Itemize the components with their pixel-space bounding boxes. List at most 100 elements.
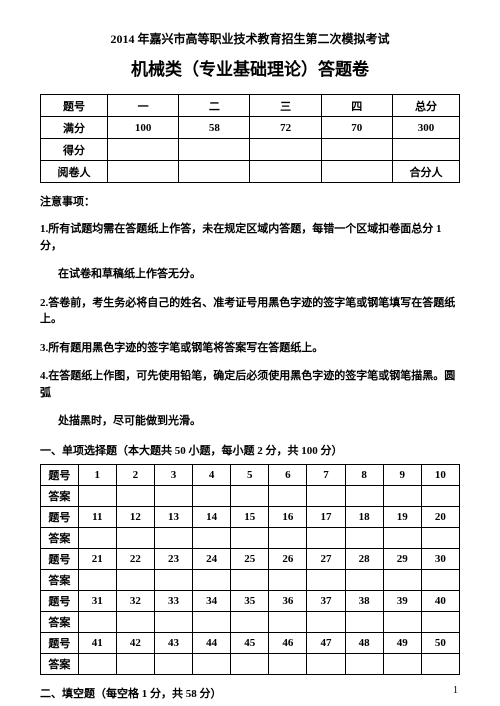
mcq-cell xyxy=(78,653,116,674)
mcq-cell: 48 xyxy=(345,632,383,653)
score-cell: 阅卷人 xyxy=(41,161,108,183)
mcq-cell: 31 xyxy=(78,590,116,611)
score-table: 题号 一 二 三 四 总分 满分 100 58 72 70 300 得分 阅卷人… xyxy=(40,94,460,183)
mcq-label: 答案 xyxy=(41,569,79,590)
score-header-cell: 总分 xyxy=(392,95,459,117)
mcq-cell xyxy=(383,611,421,632)
mcq-cell: 14 xyxy=(193,506,231,527)
mcq-label: 题号 xyxy=(41,632,79,653)
mcq-cell xyxy=(345,653,383,674)
mcq-cell: 42 xyxy=(116,632,154,653)
mcq-cell: 8 xyxy=(345,464,383,485)
mcq-cell xyxy=(116,569,154,590)
mcq-cell: 49 xyxy=(383,632,421,653)
mcq-cell xyxy=(345,485,383,506)
mcq-cell: 28 xyxy=(345,548,383,569)
mcq-cell xyxy=(421,527,459,548)
mcq-cell: 34 xyxy=(193,590,231,611)
mcq-cell: 36 xyxy=(269,590,307,611)
mcq-label: 答案 xyxy=(41,527,79,548)
mcq-cell: 24 xyxy=(193,548,231,569)
mcq-cell xyxy=(307,569,345,590)
mcq-cell: 47 xyxy=(307,632,345,653)
mcq-cell xyxy=(231,485,269,506)
notice-item: 2.答卷前，考生务必将自己的姓名、准考证号用黑色字迹的签字笔或钢笔填写在答题纸上… xyxy=(40,295,460,328)
mcq-cell: 17 xyxy=(307,506,345,527)
mcq-label: 题号 xyxy=(41,464,79,485)
mcq-cell: 33 xyxy=(154,590,192,611)
mcq-cell xyxy=(154,653,192,674)
mcq-cell: 29 xyxy=(383,548,421,569)
mcq-cell: 1 xyxy=(78,464,116,485)
mcq-a-row: 答案 xyxy=(41,653,460,674)
score-table-row: 得分 xyxy=(41,139,460,161)
score-cell: 得分 xyxy=(41,139,108,161)
mcq-a-row: 答案 xyxy=(41,569,460,590)
score-table-header-row: 题号 一 二 三 四 总分 xyxy=(41,95,460,117)
mcq-cell xyxy=(193,485,231,506)
mcq-cell xyxy=(154,569,192,590)
notice-item: 1.所有试题均需在答题纸上作答，未在规定区域内答题，每错一个区域扣卷面总分 1 … xyxy=(40,221,460,254)
mcq-cell: 7 xyxy=(307,464,345,485)
mcq-cell: 13 xyxy=(154,506,192,527)
mcq-cell xyxy=(421,611,459,632)
score-cell xyxy=(108,161,179,183)
mcq-cell xyxy=(421,569,459,590)
mcq-cell: 37 xyxy=(307,590,345,611)
score-cell xyxy=(108,139,179,161)
mcq-cell: 5 xyxy=(231,464,269,485)
score-cell xyxy=(250,161,321,183)
mcq-cell: 38 xyxy=(345,590,383,611)
mcq-cell: 50 xyxy=(421,632,459,653)
score-header-cell: 二 xyxy=(179,95,250,117)
mcq-cell: 11 xyxy=(78,506,116,527)
mcq-cell: 44 xyxy=(193,632,231,653)
page-number: 1 xyxy=(453,685,458,696)
mcq-cell xyxy=(116,485,154,506)
mcq-cell: 20 xyxy=(421,506,459,527)
header-title: 机械类（专业基础理论）答题卷 xyxy=(40,55,460,80)
score-header-cell: 题号 xyxy=(41,95,108,117)
mcq-cell xyxy=(307,485,345,506)
mcq-cell: 2 xyxy=(116,464,154,485)
mcq-label: 答案 xyxy=(41,653,79,674)
mcq-cell xyxy=(421,485,459,506)
mcq-a-row: 答案 xyxy=(41,485,460,506)
mcq-table: 题号 1 2 3 4 5 6 7 8 9 10 答案 题号 11 12 13 1… xyxy=(40,464,460,675)
mcq-q-row: 题号 41 42 43 44 45 46 47 48 49 50 xyxy=(41,632,460,653)
mcq-cell xyxy=(345,527,383,548)
mcq-cell: 18 xyxy=(345,506,383,527)
mcq-a-row: 答案 xyxy=(41,611,460,632)
mcq-cell: 39 xyxy=(383,590,421,611)
mcq-cell xyxy=(345,611,383,632)
score-table-row: 阅卷人 合分人 xyxy=(41,161,460,183)
score-header-cell: 四 xyxy=(321,95,392,117)
mcq-a-row: 答案 xyxy=(41,527,460,548)
score-cell xyxy=(179,161,250,183)
score-cell: 70 xyxy=(321,117,392,139)
mcq-q-row: 题号 31 32 33 34 35 36 37 38 39 40 xyxy=(41,590,460,611)
mcq-cell xyxy=(116,611,154,632)
score-cell: 58 xyxy=(179,117,250,139)
mcq-label: 题号 xyxy=(41,590,79,611)
mcq-cell xyxy=(269,611,307,632)
mcq-q-row: 题号 11 12 13 14 15 16 17 18 19 20 xyxy=(41,506,460,527)
mcq-cell xyxy=(383,569,421,590)
score-cell xyxy=(250,139,321,161)
mcq-cell: 26 xyxy=(269,548,307,569)
mcq-cell xyxy=(78,527,116,548)
mcq-cell: 15 xyxy=(231,506,269,527)
mcq-cell xyxy=(269,527,307,548)
score-cell: 72 xyxy=(250,117,321,139)
notice-item: 4.在答题纸上作图，可先使用铅笔，确定后必须使用黑色字迹的签字笔或钢笔描黑。圆弧 xyxy=(40,368,460,401)
mcq-cell xyxy=(193,569,231,590)
mcq-label: 题号 xyxy=(41,548,79,569)
mcq-cell xyxy=(78,569,116,590)
score-cell: 合分人 xyxy=(392,161,459,183)
mcq-cell: 25 xyxy=(231,548,269,569)
score-cell xyxy=(179,139,250,161)
mcq-cell xyxy=(193,611,231,632)
mcq-cell xyxy=(383,527,421,548)
mcq-cell: 3 xyxy=(154,464,192,485)
mcq-cell xyxy=(154,485,192,506)
